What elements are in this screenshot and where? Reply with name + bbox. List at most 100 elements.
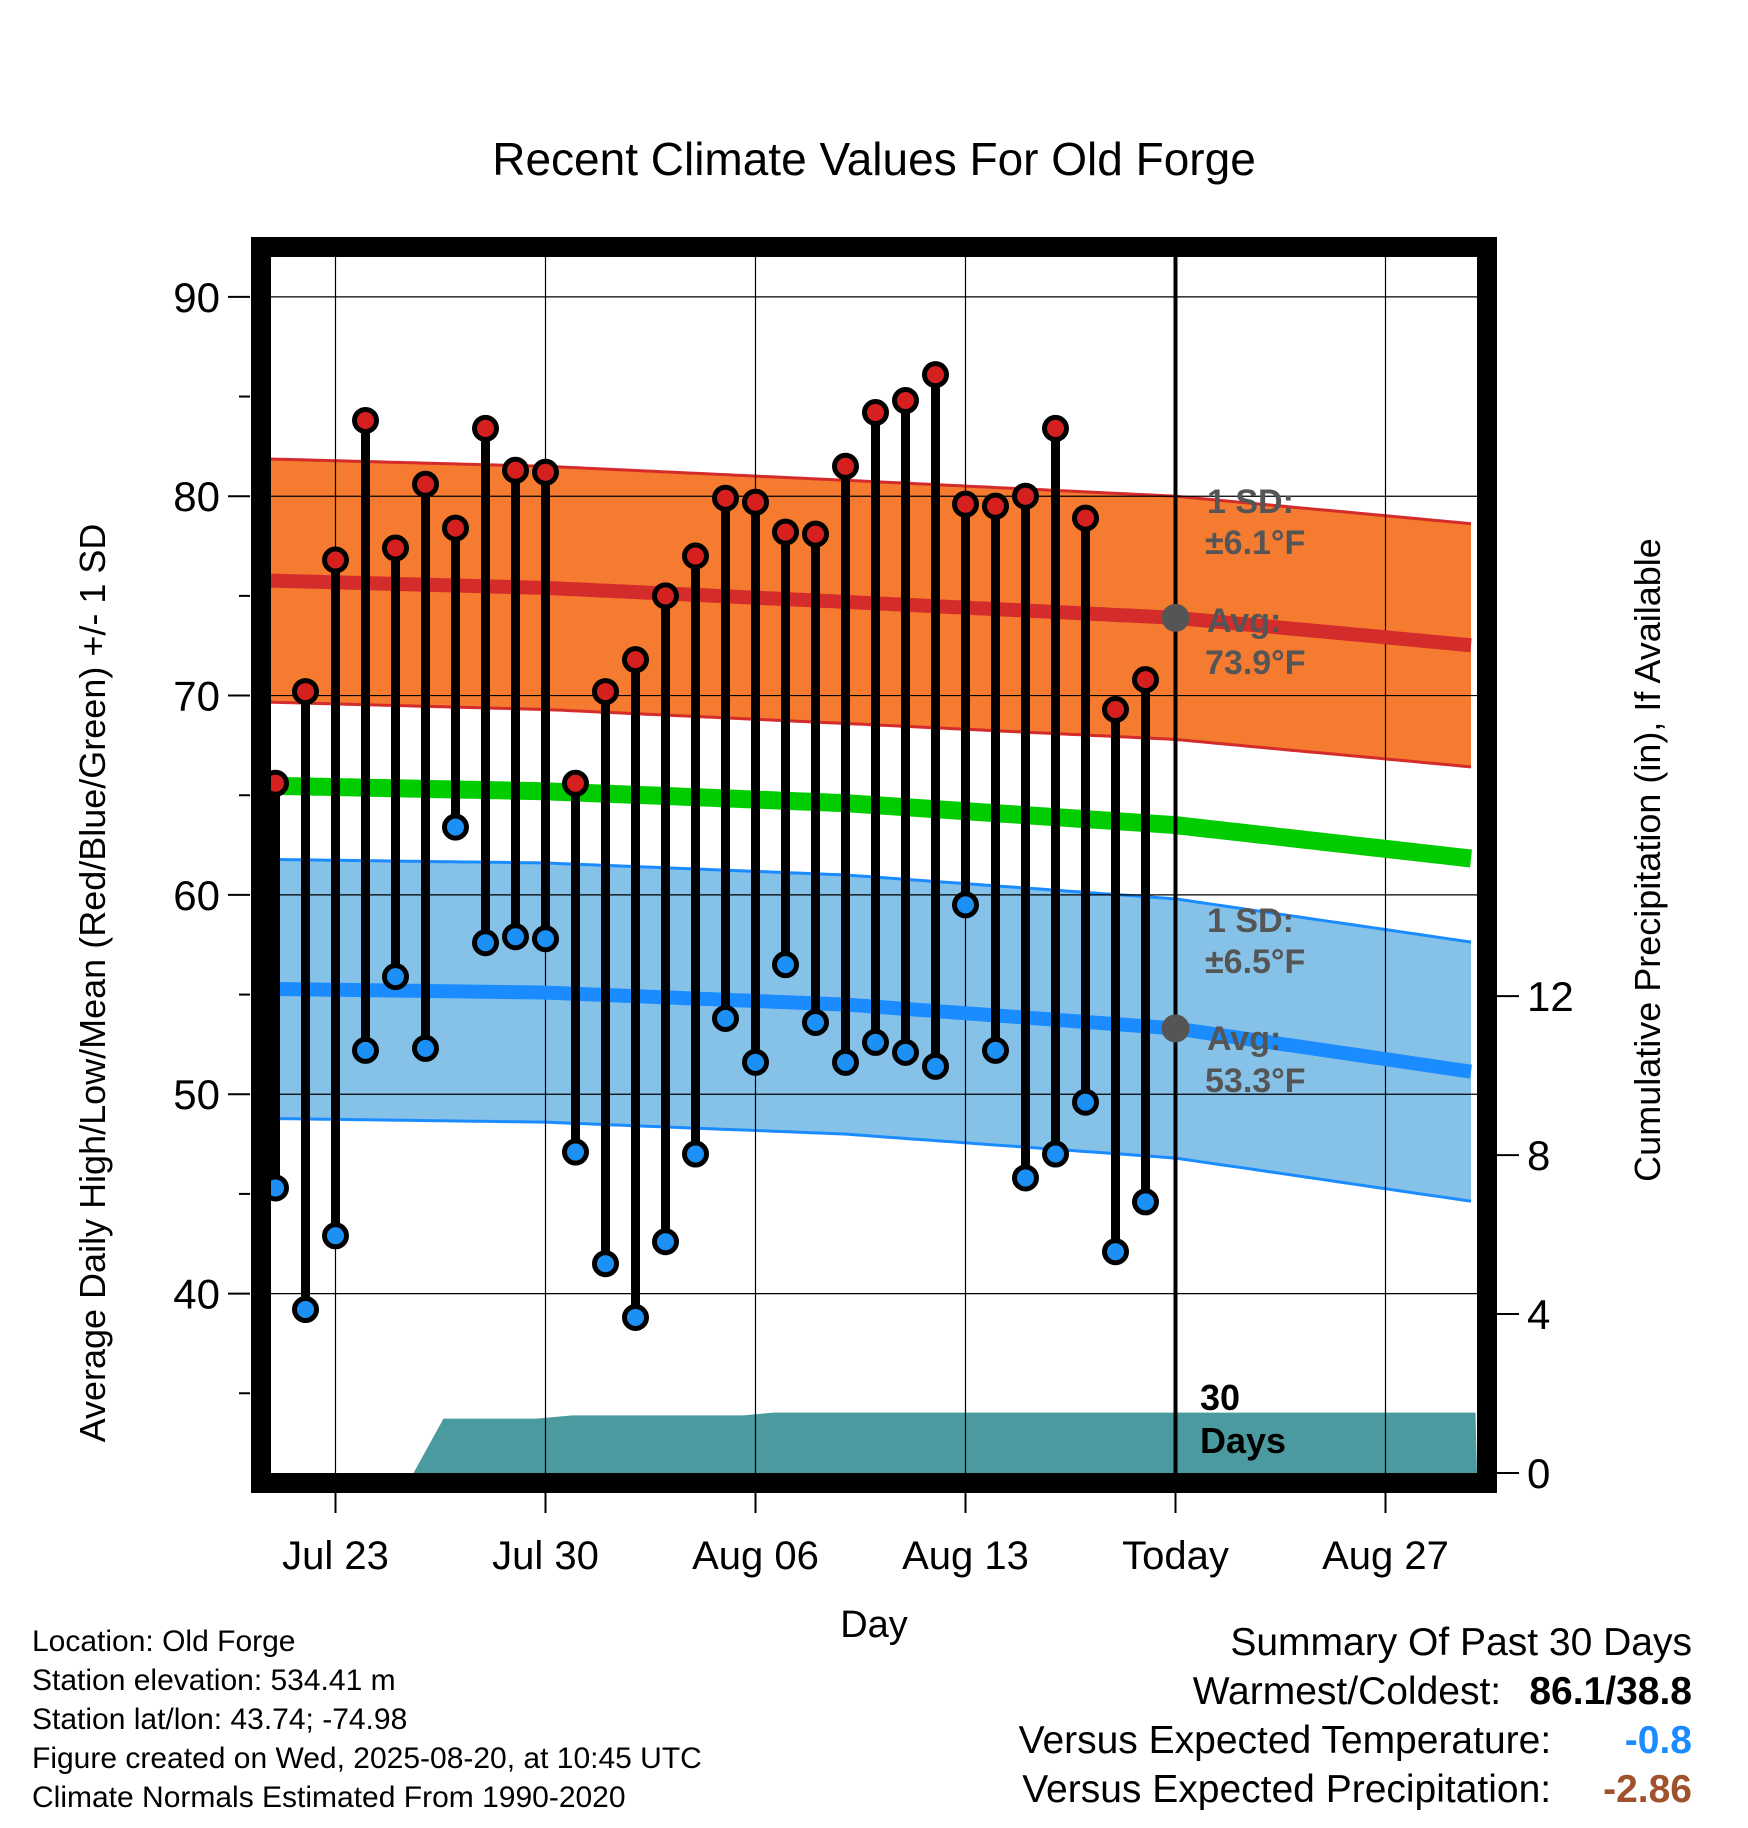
summary-panel: Summary Of Past 30 Days Warmest/Coldest:… (792, 1618, 1692, 1814)
x-tick-label: Aug 06 (692, 1534, 819, 1578)
low-dot (1012, 1164, 1039, 1192)
y2-axis-label: Cumulative Precipitation (in), If Availa… (1627, 538, 1668, 1182)
low-dot (562, 1138, 589, 1166)
daily-stems (271, 374, 1150, 1318)
station-info: Location: Old Forge Station elevation: 5… (32, 1622, 932, 1817)
x-tick-label: Jul 23 (282, 1534, 389, 1578)
low-dot (952, 891, 979, 919)
high-sd-label: 1 SD: (1207, 483, 1294, 521)
high-dot (412, 470, 439, 498)
low-avg-today-dot (1161, 1014, 1190, 1043)
low-dot (472, 929, 499, 957)
low-dot (1042, 1140, 1069, 1168)
high-dot (292, 678, 319, 706)
precipitation-area (413, 1412, 1477, 1473)
low-dot (982, 1036, 1009, 1064)
low-dot (682, 1140, 709, 1168)
y-tick-label: 40 (173, 1271, 220, 1318)
days-word-label: Days (1200, 1420, 1286, 1461)
latlon-text: Station lat/lon: 43.74; -74.98 (32, 1703, 408, 1736)
low-dot (592, 1250, 619, 1278)
low-dot (622, 1304, 649, 1332)
low-dot (892, 1038, 919, 1066)
high-dot (1012, 482, 1039, 510)
x-tick-label: Aug 13 (902, 1534, 1029, 1578)
low-dot (412, 1034, 439, 1062)
y-tick-label: 80 (173, 473, 220, 520)
y-tick-label: 90 (173, 274, 220, 321)
high-dot (532, 458, 559, 486)
y2-tick-label: 4 (1527, 1291, 1550, 1338)
low-dot (442, 813, 469, 841)
daily-dots (262, 361, 1159, 1332)
y-axis-label: Average Daily High/Low/Mean (Red/Blue/Gr… (72, 524, 113, 1443)
high-avg-today-dot (1161, 603, 1190, 632)
high-dot (472, 414, 499, 442)
low-dot (772, 951, 799, 979)
low-dot (742, 1048, 769, 1076)
high-dot (982, 492, 1009, 520)
low-sd-value: ±6.5°F (1205, 943, 1305, 981)
low-sd-label: 1 SD: (1207, 902, 1294, 940)
precip-value: -2.86 (1603, 1768, 1692, 1811)
low-dot (712, 1004, 739, 1032)
low-dot (502, 923, 529, 951)
high-avg-value: 73.9°F (1205, 644, 1306, 682)
x-tick-label: Aug 27 (1322, 1534, 1449, 1578)
high-dot (742, 488, 769, 516)
plot-frame (251, 237, 1497, 1493)
high-dot (622, 646, 649, 674)
today-line (1161, 257, 1190, 1473)
summary-temp-row: Versus Expected Temperature: -0.8 (792, 1716, 1692, 1765)
low-dot (322, 1222, 349, 1250)
low-dot (352, 1036, 379, 1064)
chart-title: Recent Climate Values For Old Forge (492, 133, 1256, 185)
high-dot (772, 518, 799, 546)
high-dot (322, 546, 349, 574)
high-avg-label: Avg: (1207, 602, 1281, 640)
annotations: 1 SD: ±6.1°F Avg: 73.9°F 1 SD: ±6.5°F Av… (1200, 483, 1306, 1461)
low-dot (292, 1296, 319, 1324)
high-dot (502, 456, 529, 484)
summary-warm-cold-row: Warmest/Coldest: 86.1/38.8 (792, 1667, 1692, 1716)
high-dot (922, 361, 949, 389)
plot-area (262, 257, 1477, 1473)
high-dot (802, 520, 829, 548)
high-dot (1042, 414, 1069, 442)
normals-text: Climate Normals Estimated From 1990-2020 (32, 1781, 626, 1814)
bottom-axis: Jul 23 Jul 30 Aug 06 Aug 13 Today Aug 27 (282, 1493, 1449, 1578)
y2-tick-label: 8 (1527, 1132, 1550, 1179)
y-tick-label: 50 (173, 1071, 220, 1118)
x-axis-label: Day (840, 1604, 908, 1646)
elevation-text: Station elevation: 534.41 m (32, 1664, 396, 1697)
low-dot (862, 1028, 889, 1056)
days-count-label: 30 (1200, 1377, 1240, 1418)
high-dot (1072, 504, 1099, 532)
high-sd-value: ±6.1°F (1205, 524, 1305, 562)
temp-label: Versus Expected Temperature: (1018, 1719, 1552, 1762)
created-text: Figure created on Wed, 2025-08-20, at 10… (32, 1742, 702, 1775)
high-dot (832, 452, 859, 480)
low-dot (832, 1048, 859, 1076)
low-dot (652, 1228, 679, 1256)
y2-tick-label: 0 (1527, 1450, 1550, 1497)
high-dot (1132, 666, 1159, 694)
summary-title: Summary Of Past 30 Days (1230, 1621, 1692, 1664)
warm-cold-value: 86.1/38.8 (1529, 1670, 1692, 1713)
y-tick-label: 60 (173, 872, 220, 919)
high-dot (862, 398, 889, 426)
left-axis: 40 50 60 70 80 90 (173, 274, 250, 1395)
low-sd-lower-edge (270, 1117, 1472, 1203)
low-dot (382, 963, 409, 991)
x-tick-label: Today (1122, 1534, 1229, 1578)
low-dot (1102, 1238, 1129, 1266)
high-dot (352, 406, 379, 434)
warm-cold-label: Warmest/Coldest: (1192, 1670, 1502, 1713)
high-dot (562, 769, 589, 797)
x-tick-label: Jul 30 (492, 1534, 599, 1578)
high-dot (712, 484, 739, 512)
high-dot (652, 582, 679, 610)
high-dot (682, 542, 709, 570)
low-dot (1072, 1088, 1099, 1116)
